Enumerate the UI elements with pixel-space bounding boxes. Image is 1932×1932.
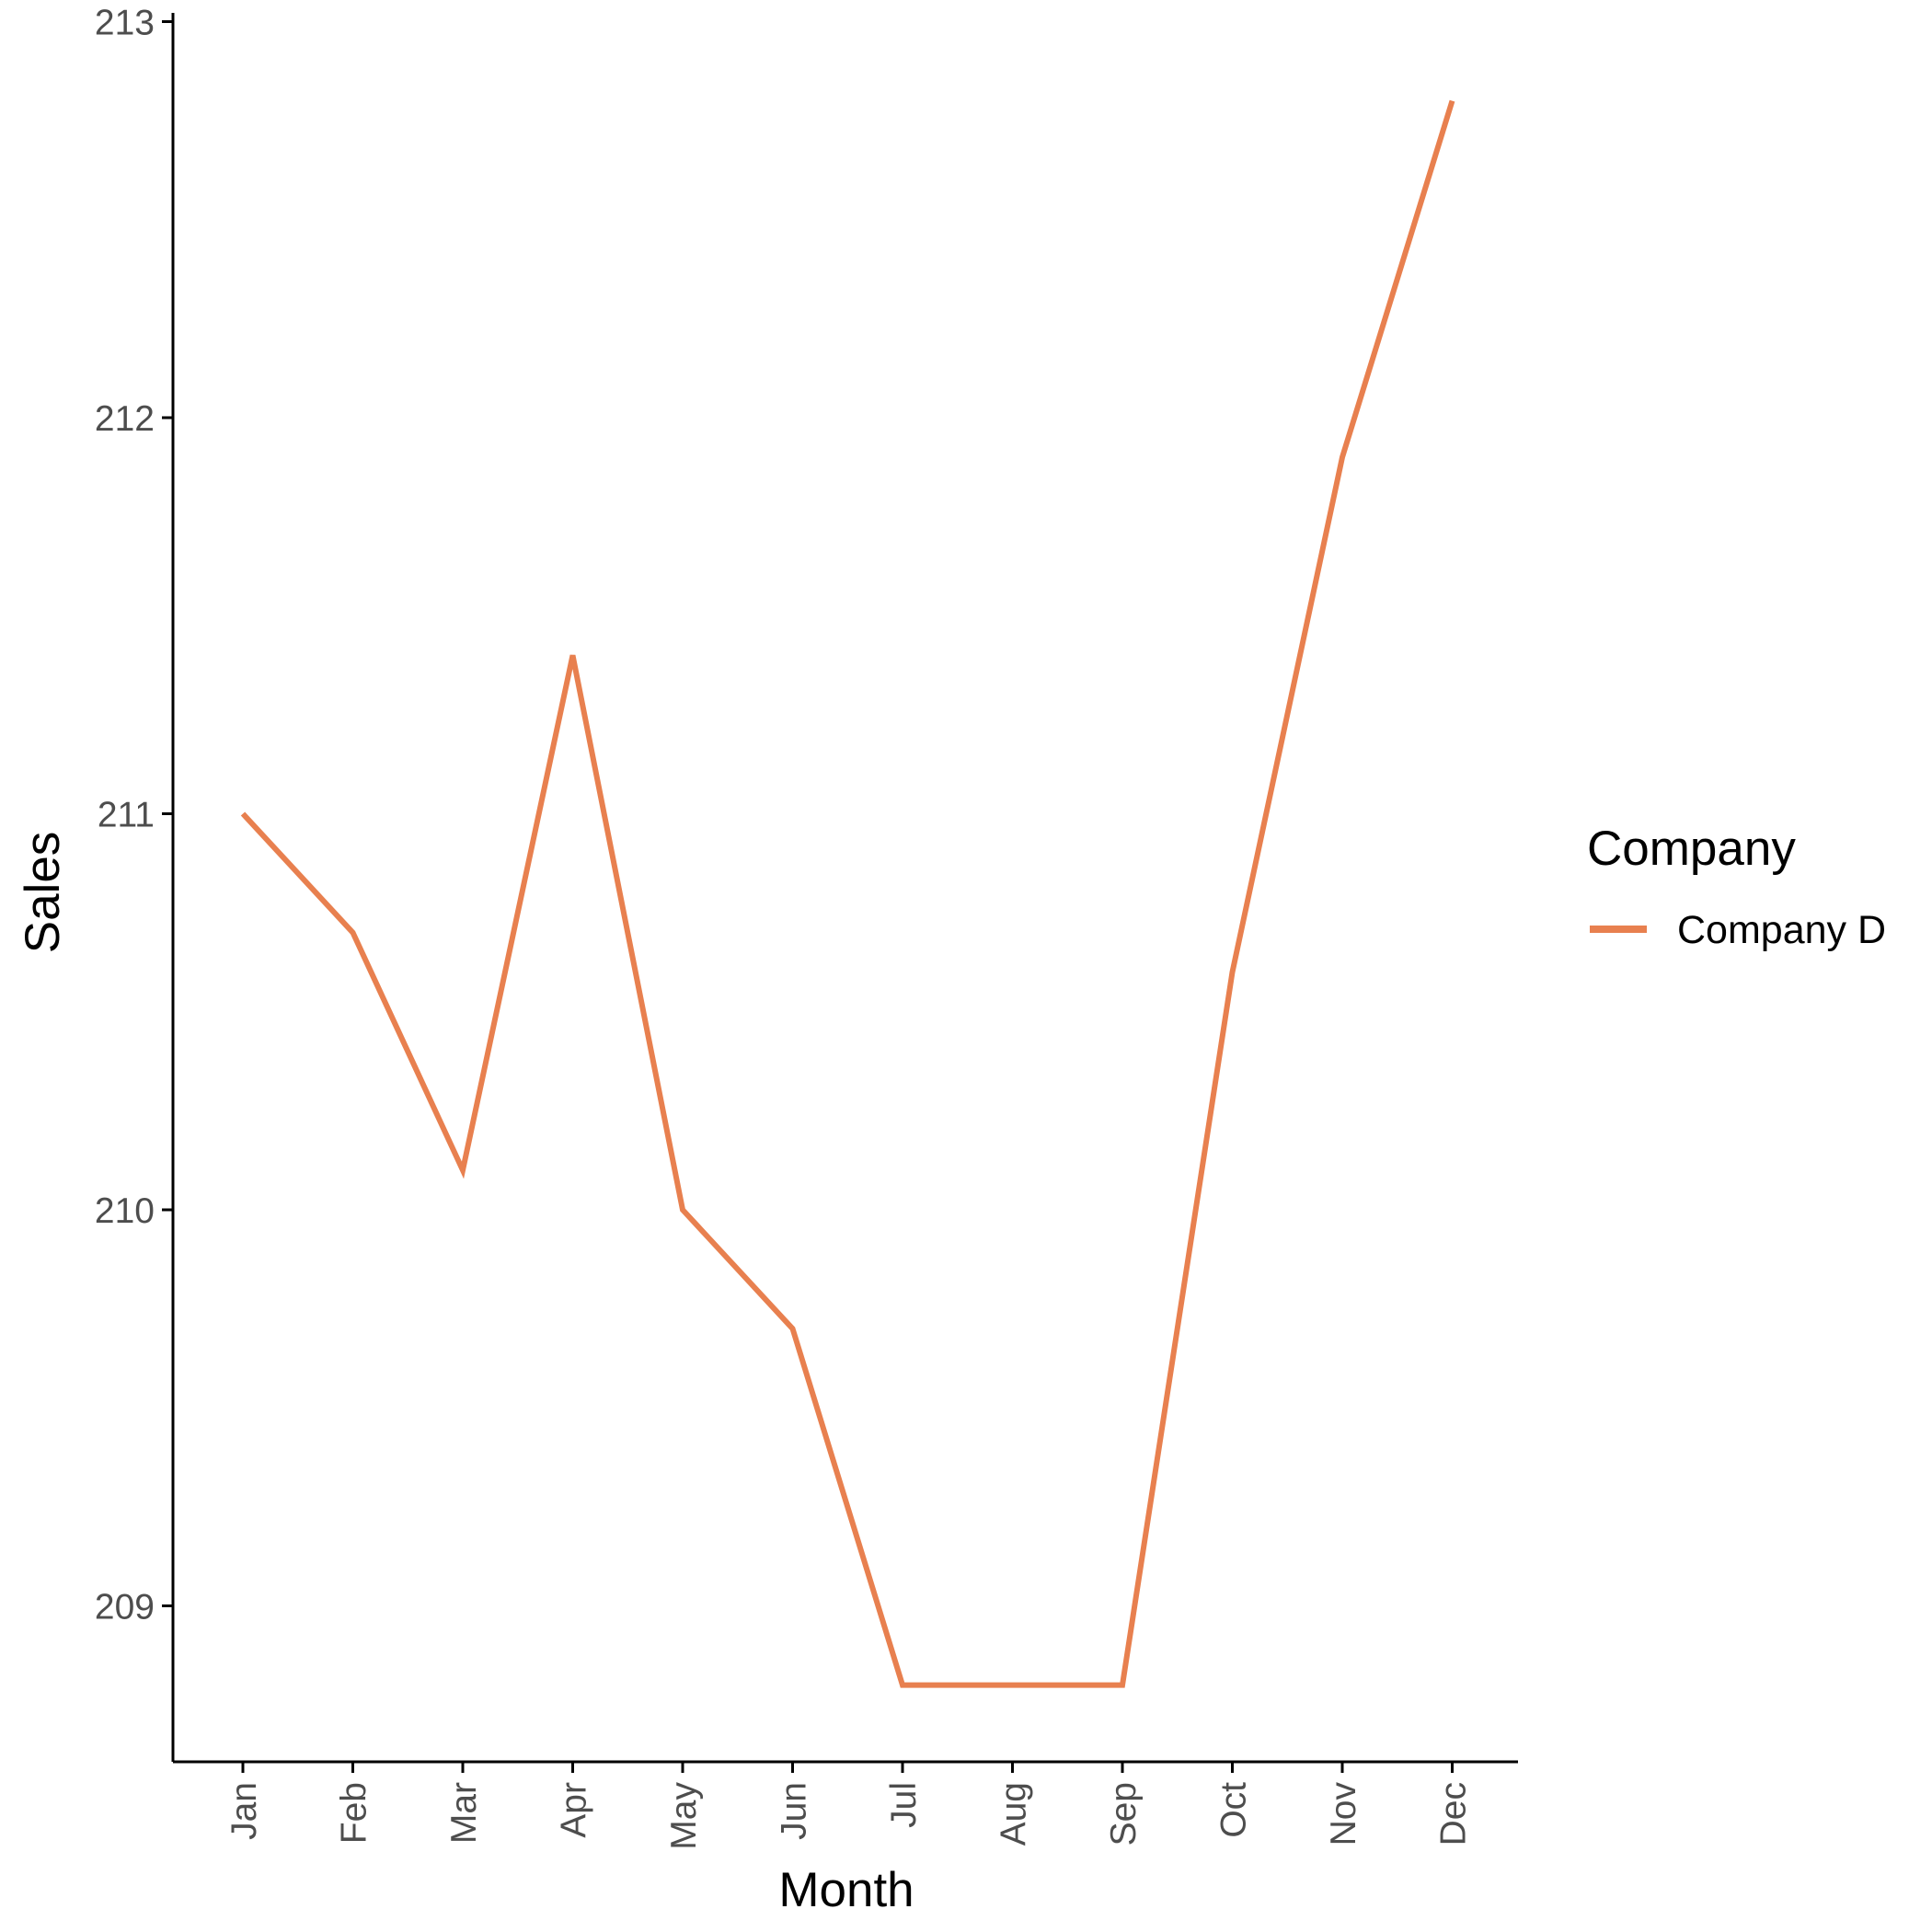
x-tick-label-may: May: [664, 1782, 704, 1850]
legend-label-company-d: Company D: [1677, 908, 1886, 952]
x-tick-label-jul: Jul: [884, 1782, 924, 1828]
x-tick-label-feb: Feb: [335, 1782, 374, 1844]
x-tick-label-mar: Mar: [444, 1782, 484, 1844]
y-axis-ticks: 209 210 211 212 213: [95, 4, 173, 1627]
x-axis-ticks: Jan Feb Mar Apr May Jun Jul Aug Sep Oct Nov Dec: [224, 1762, 1474, 1850]
x-tick-label-aug: Aug: [995, 1782, 1034, 1846]
x-tick-label-nov: Nov: [1324, 1782, 1363, 1846]
x-tick-label-apr: Apr: [555, 1782, 594, 1838]
y-tick-label: 211: [98, 796, 155, 835]
legend: Company Company D: [1587, 822, 1886, 952]
x-tick-label-sep: Sep: [1104, 1782, 1144, 1846]
y-tick-label: 209: [95, 1588, 155, 1627]
series-line-company-d: [240, 99, 1455, 1688]
y-tick-label: 212: [95, 399, 155, 439]
y-tick-label: 213: [95, 4, 155, 43]
x-axis-title: Month: [778, 1863, 914, 1917]
y-axis-title: Sales: [16, 832, 70, 954]
y-tick-label: 210: [95, 1191, 155, 1231]
x-tick-label-jan: Jan: [224, 1782, 264, 1840]
x-tick-label-dec: Dec: [1434, 1782, 1474, 1846]
x-tick-label-jun: Jun: [775, 1782, 814, 1840]
x-tick-label-oct: Oct: [1214, 1782, 1254, 1838]
series-lines: [240, 99, 1455, 1688]
legend-title: Company: [1587, 822, 1796, 876]
